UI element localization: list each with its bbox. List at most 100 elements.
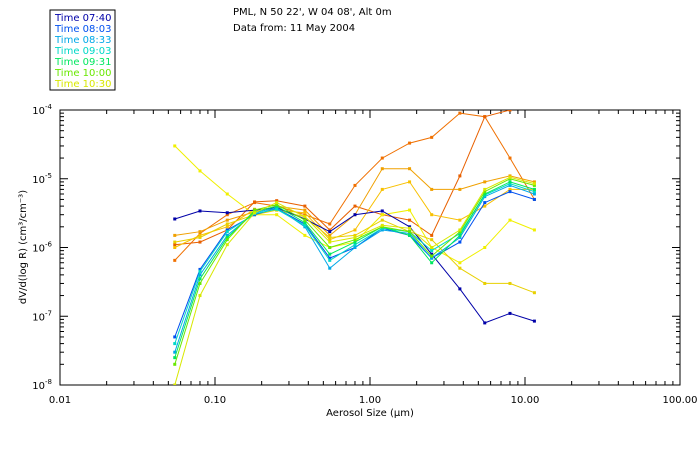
- legend-entry: Time 08:03: [54, 24, 111, 35]
- series-6-point: [483, 190, 487, 194]
- extra-series-6-point: [328, 235, 332, 239]
- series-3-point: [173, 350, 177, 354]
- x-tick-label: 0.01: [49, 395, 71, 406]
- series-7-point: [353, 235, 357, 239]
- series-3-point: [225, 233, 229, 237]
- header-location: PML, N 50 22', W 04 08', Alt 0m: [233, 7, 392, 18]
- extra-series-5-point: [532, 228, 536, 232]
- series-3-point: [275, 206, 279, 210]
- series-1-point: [225, 211, 229, 215]
- series-3-point: [408, 231, 412, 235]
- series-4-point: [303, 223, 307, 227]
- series-5-point: [508, 180, 512, 184]
- axis-ticks: 0.01 0.10 1.00 10.00 100.00 10-8 10-7 10-6 10-5 1…: [32, 103, 697, 406]
- extra-series-6-point: [198, 235, 202, 239]
- series-1-point: [532, 319, 536, 323]
- extra-series-2-point: [198, 240, 202, 244]
- extra-series-4-point: [508, 187, 512, 191]
- series-7-point: [532, 182, 536, 186]
- series-4-point: [508, 182, 512, 186]
- series-7-point: [253, 211, 257, 215]
- series-4-point: [275, 207, 279, 211]
- series-7-point: [430, 246, 434, 249]
- extra-series-2-point: [408, 218, 412, 222]
- extra-series-1-point: [303, 213, 307, 217]
- series-5-point: [198, 277, 202, 281]
- series-6-point: [430, 254, 434, 258]
- legend-entry: Time 07:40: [54, 13, 111, 24]
- extra-series-5-point: [380, 213, 384, 217]
- extra-series-6-point: [532, 291, 536, 295]
- series-4-point: [198, 269, 202, 273]
- extra-series-2-point: [303, 204, 307, 208]
- series-2-point: [328, 256, 332, 260]
- extra-series-4-point: [198, 233, 202, 237]
- series-7-point: [458, 228, 462, 232]
- extra-series-1-point: [380, 156, 384, 160]
- series-2-point: [483, 201, 487, 205]
- extra-series-1-point: [408, 141, 412, 145]
- extra-series-2-point: [458, 174, 462, 178]
- series-6-point: [353, 238, 357, 242]
- series-1-point: [408, 225, 412, 229]
- series-7-point: [275, 201, 279, 205]
- extra-series-6-point: [173, 240, 177, 244]
- series-6-point: [458, 230, 462, 234]
- legend-entry: Time 08:33: [54, 35, 111, 46]
- series-4-point: [225, 230, 229, 234]
- extra-series-6-point: [458, 266, 462, 270]
- legend-entry: Time 09:31: [54, 57, 111, 68]
- extra-series-3-point: [303, 208, 307, 212]
- series-6-point: [303, 218, 307, 222]
- extra-series-6-point: [225, 222, 229, 226]
- y-tick-label: 10-5: [32, 172, 52, 186]
- extra-series-2-point: [275, 199, 279, 203]
- series-1-point: [483, 321, 487, 325]
- legend-entry: Time 09:03: [54, 46, 111, 57]
- series-7-point: [173, 383, 177, 385]
- extra-series-1-point: [508, 156, 512, 160]
- series-2-point: [198, 267, 202, 271]
- series-4-point: [532, 190, 536, 194]
- series-3-point: [198, 273, 202, 277]
- extra-series-2-point: [508, 110, 512, 112]
- extra-series-3-point: [173, 233, 177, 237]
- series-4-point: [328, 258, 332, 262]
- extra-series-3-point: [328, 233, 332, 237]
- extra-series-1-point: [353, 183, 357, 187]
- series-4-point: [353, 243, 357, 247]
- extra-series-2-point: [253, 200, 257, 204]
- x-tick-label: 1.00: [359, 395, 381, 406]
- extra-series-4-point: [353, 228, 357, 232]
- y-tick-label: 10-4: [32, 103, 52, 117]
- series-1-point: [198, 209, 202, 213]
- x-tick-label: 0.10: [204, 395, 226, 406]
- series-1-point: [328, 230, 332, 234]
- extra-series-5-point: [275, 213, 279, 217]
- series-1-point: [173, 217, 177, 221]
- series-3-point: [458, 235, 462, 239]
- series-5-point: [303, 221, 307, 225]
- legend-box: [49, 9, 116, 91]
- series-6-point: [328, 246, 332, 249]
- series-7: [173, 175, 536, 385]
- series-3-point: [430, 256, 434, 260]
- series-6-point: [173, 362, 177, 366]
- extra-series-3-point: [225, 218, 229, 222]
- header-date: Data from: 11 May 2004: [233, 23, 355, 34]
- series-5-point: [225, 235, 229, 239]
- extra-series-4-point: [430, 213, 434, 217]
- series-4-point: [430, 249, 434, 253]
- x-axis-label: Aerosol Size (μm): [326, 408, 414, 419]
- series-4-point: [173, 342, 177, 346]
- x-tick-label: 100.00: [663, 395, 698, 406]
- extra-series-3-point: [458, 187, 462, 191]
- series-6-point: [253, 208, 257, 212]
- series-2-point: [508, 190, 512, 194]
- series-7-point: [483, 187, 487, 191]
- extra-series-5-point: [173, 144, 177, 148]
- series-layer: [173, 110, 536, 385]
- series-5-point: [532, 187, 536, 191]
- series-2-point: [225, 228, 229, 232]
- series-7-point: [328, 240, 332, 244]
